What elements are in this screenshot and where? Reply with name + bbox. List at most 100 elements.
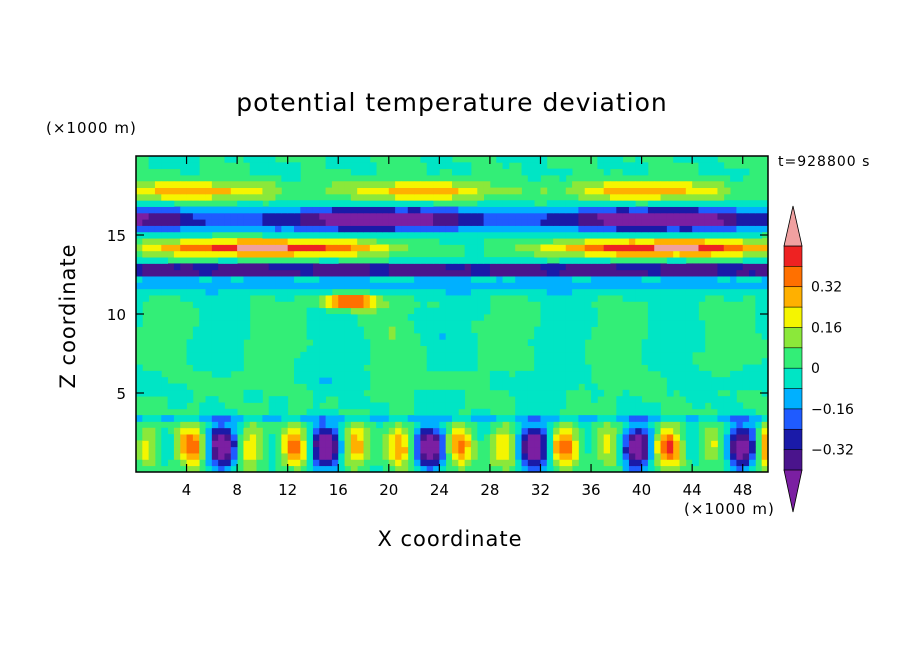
heatmap-cell xyxy=(578,282,586,290)
heatmap-cell xyxy=(546,339,554,346)
heatmap-cell xyxy=(559,370,567,378)
heatmap-cell xyxy=(275,162,282,170)
heatmap-cell xyxy=(300,358,308,365)
heatmap-cell xyxy=(723,295,731,302)
heatmap-cell xyxy=(679,212,687,220)
heatmap-cell xyxy=(325,257,333,264)
heatmap-cell xyxy=(433,446,440,454)
heatmap-cell xyxy=(249,212,257,220)
heatmap-cell xyxy=(445,440,453,448)
heatmap-cell xyxy=(395,219,402,226)
heatmap-cell xyxy=(730,269,737,277)
heatmap-cell xyxy=(679,358,687,365)
heatmap-cell xyxy=(749,421,756,429)
heatmap-cell xyxy=(433,257,440,264)
heatmap-cell xyxy=(565,465,573,472)
heatmap-cell xyxy=(698,250,706,258)
heatmap-cell xyxy=(666,212,674,220)
heatmap-cell xyxy=(154,206,162,214)
heatmap-cell xyxy=(527,288,535,296)
colorbar-label: −0.16 xyxy=(811,402,854,418)
heatmap-cell xyxy=(565,377,573,384)
heatmap-cell xyxy=(704,200,712,207)
heatmap-cell xyxy=(603,200,611,207)
heatmap-cell xyxy=(161,219,168,226)
heatmap-cell xyxy=(692,396,699,403)
heatmap-cell xyxy=(319,427,326,435)
heatmap-cell xyxy=(237,339,244,346)
heatmap-cell xyxy=(161,225,168,233)
heatmap-cell xyxy=(464,257,472,264)
heatmap-cell xyxy=(502,377,510,384)
heatmap-cell xyxy=(148,415,156,422)
heatmap-cell xyxy=(414,421,421,429)
heatmap-cell xyxy=(597,288,605,296)
heatmap-cell xyxy=(591,187,598,195)
heatmap-cell xyxy=(458,326,466,334)
heatmap-cell xyxy=(426,320,434,328)
heatmap-cell xyxy=(628,238,636,245)
heatmap-cell xyxy=(565,250,573,258)
heatmap-cell xyxy=(445,307,453,315)
heatmap-cell xyxy=(452,402,459,410)
heatmap-cell xyxy=(312,383,320,391)
heatmap-cell xyxy=(167,453,175,460)
heatmap-cell xyxy=(357,351,364,359)
heatmap-cell xyxy=(647,250,655,258)
heatmap-cell xyxy=(312,434,320,441)
heatmap-cell xyxy=(167,244,175,252)
heatmap-cell xyxy=(616,200,624,207)
heatmap-cell xyxy=(641,250,649,258)
heatmap-cell xyxy=(167,440,175,448)
heatmap-cell xyxy=(407,187,415,195)
heatmap-cell xyxy=(224,288,232,296)
heatmap-cell xyxy=(350,193,358,201)
heatmap-cell xyxy=(256,156,263,163)
heatmap-cell xyxy=(641,206,649,214)
heatmap-cell xyxy=(211,301,219,309)
heatmap-cell xyxy=(616,244,624,252)
heatmap-cell xyxy=(584,427,592,435)
heatmap-cell xyxy=(685,212,693,220)
heatmap-cell xyxy=(622,389,630,397)
heatmap-cell xyxy=(508,212,516,220)
heatmap-cell xyxy=(534,446,541,454)
heatmap-cell xyxy=(344,358,352,365)
heatmap-cell xyxy=(173,415,181,422)
heatmap-cell xyxy=(761,269,768,277)
heatmap-cell xyxy=(211,415,219,422)
heatmap-cell xyxy=(622,244,630,252)
heatmap-cell xyxy=(736,465,744,472)
heatmap-cell xyxy=(350,326,358,334)
heatmap-cell xyxy=(666,231,674,239)
heatmap-cell xyxy=(591,269,598,277)
heatmap-cell xyxy=(243,200,251,207)
colorbar-segment xyxy=(783,327,803,349)
heatmap-cell xyxy=(344,389,352,397)
heatmap-cell xyxy=(243,181,251,188)
heatmap-cell xyxy=(154,263,162,271)
heatmap-cell xyxy=(654,434,661,441)
heatmap-cell xyxy=(439,206,447,214)
heatmap-cell xyxy=(591,212,598,220)
heatmap-cell xyxy=(711,276,718,283)
heatmap-cell xyxy=(553,427,560,435)
heatmap-cell xyxy=(256,288,263,296)
heatmap-cell xyxy=(673,421,680,429)
heatmap-cell xyxy=(749,415,756,422)
heatmap-cell xyxy=(622,276,630,283)
heatmap-cell xyxy=(603,244,611,252)
heatmap-cell xyxy=(679,276,687,283)
heatmap-cell xyxy=(136,383,143,391)
heatmap-cell xyxy=(534,408,541,416)
heatmap-cell xyxy=(180,250,187,258)
heatmap-cell xyxy=(502,288,510,296)
heatmap-cell xyxy=(673,351,680,359)
heatmap-cell xyxy=(666,345,674,353)
heatmap-cell xyxy=(395,193,402,201)
heatmap-cell xyxy=(578,187,586,195)
heatmap-cell xyxy=(666,339,674,346)
heatmap-cell xyxy=(439,440,447,448)
heatmap-cell xyxy=(749,200,756,207)
heatmap-cell xyxy=(306,459,314,467)
